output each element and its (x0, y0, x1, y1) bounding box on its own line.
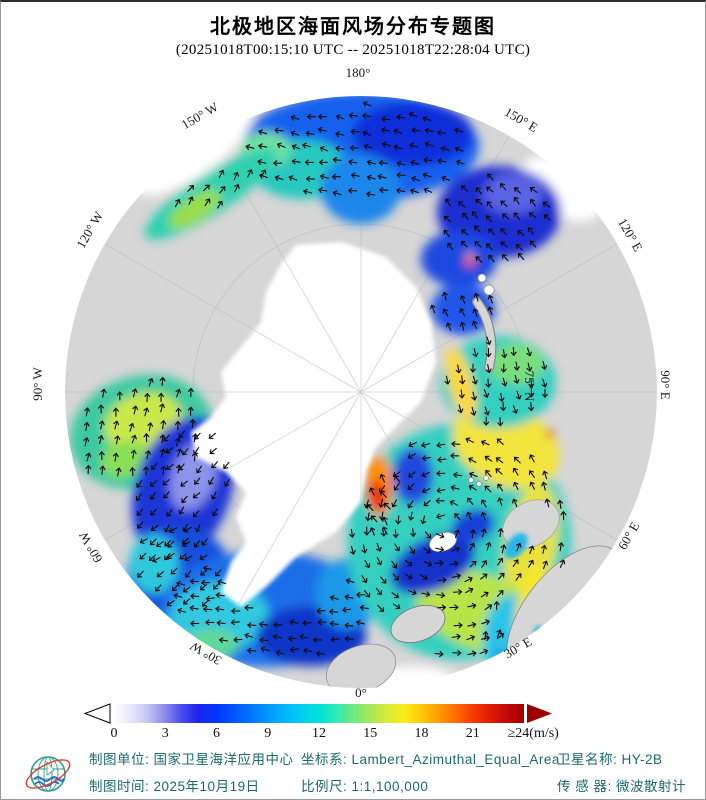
colorbar-tick-label: 9 (264, 726, 272, 741)
footer-field-label: 制图时间: (89, 779, 154, 794)
colorbar-tick-label: 15 (363, 726, 378, 741)
footer-field: 坐标系: Lambert_Azimuthal_Equal_Area (301, 748, 560, 768)
footer-field: 制图单位: 国家卫星海洋应用中心 (89, 748, 294, 768)
colorbar-max-label: ≥24(m/s) (507, 726, 559, 741)
colorbar-tick-label: 6 (213, 726, 220, 741)
footer-field-label: 卫星名称: (557, 752, 622, 767)
footer-field-label: 制图单位: (89, 752, 154, 767)
footer-field-value: HY-2B (621, 752, 663, 767)
graticule-label: 0° (355, 685, 367, 700)
footer-field-value: 1:1,100,000 (351, 779, 429, 794)
graticule-label: 75° N (522, 370, 537, 402)
graticule-label: 90° W (30, 367, 45, 401)
colorbar-tick-label: 3 (161, 726, 169, 741)
colorbar-tick-label: 18 (414, 726, 429, 741)
footer-field-value: 国家卫星海洋应用中心 (153, 752, 294, 767)
colorbar-tick-label: 0 (110, 726, 118, 741)
wind-arrows (83, 101, 567, 657)
colorbar-tick-label: 21 (465, 726, 480, 741)
colorbar-underflow-arrow (83, 703, 111, 724)
footer-field-label: 比例尺: (301, 779, 352, 794)
page-subtitle: (20251018T00:15:10 UTC -- 20251018T22:28… (175, 42, 531, 58)
colorbar-tick-label: 12 (312, 726, 326, 741)
footer-field: 比例尺: 1:1,100,000 (301, 775, 428, 795)
footer-field-value: 微波散射计 (616, 779, 687, 794)
nsoas-logo (25, 756, 71, 792)
polar-map (65, 96, 657, 688)
footer-field: 制图时间: 2025年10月19日 (89, 775, 260, 795)
page-title: 北极地区海面风场分布专题图 (210, 16, 496, 38)
footer-field: 传 感 器: 微波散射计 (557, 775, 686, 795)
colorbar-overflow-arrow (527, 704, 552, 723)
arctic-islands (429, 273, 495, 553)
footer-field-value: Lambert_Azimuthal_Equal_Area (351, 752, 560, 767)
graticule-label: 90° E (658, 370, 673, 400)
colorbar-gradient (113, 704, 524, 723)
footer-field-label: 坐标系: (301, 752, 352, 767)
footer-field: 卫星名称: HY-2B (557, 748, 663, 768)
footer-field-label: 传 感 器: (557, 779, 617, 794)
graticule-label: 180° (345, 65, 371, 80)
footer-field-value: 2025年10月19日 (153, 779, 260, 794)
